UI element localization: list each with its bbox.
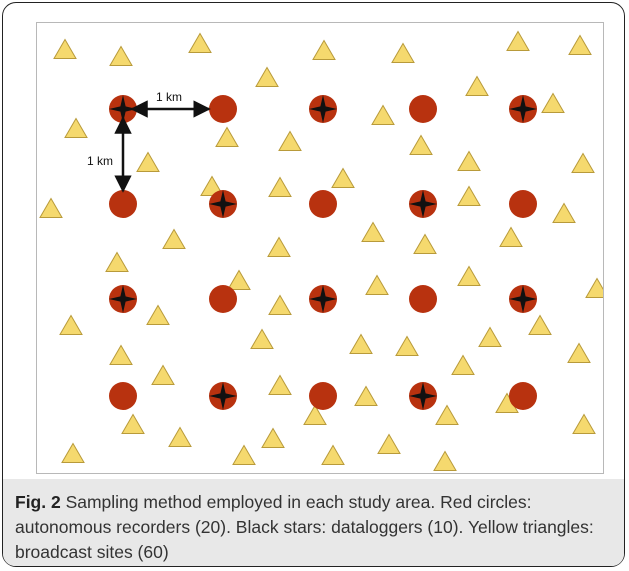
broadcast-site-triangle	[232, 444, 256, 465]
datalogger-star	[309, 95, 337, 123]
broadcast-site-triangle	[331, 167, 355, 188]
broadcast-site-triangle	[349, 333, 373, 354]
broadcast-site-triangle	[151, 364, 175, 385]
broadcast-site-triangle	[53, 38, 77, 59]
autonomous-recorder-circle	[109, 190, 137, 218]
broadcast-site-triangle	[457, 265, 481, 286]
broadcast-site-triangle	[377, 433, 401, 454]
recorders-layer	[109, 95, 537, 410]
broadcast-site-triangle	[465, 75, 489, 96]
autonomous-recorder-circle	[409, 285, 437, 313]
broadcast-site-triangle	[395, 335, 419, 356]
broadcast-site-triangle	[268, 374, 292, 395]
broadcast-site-triangle	[391, 42, 415, 63]
broadcast-site-triangle	[312, 39, 336, 60]
datalogger-star	[109, 285, 137, 313]
broadcast-site-triangle	[552, 202, 576, 223]
datalogger-star	[209, 382, 237, 410]
autonomous-recorder-circle	[509, 382, 537, 410]
datalogger-star	[509, 95, 537, 123]
broadcast-site-triangle	[585, 277, 603, 298]
broadcast-site-triangle	[303, 404, 327, 425]
broadcast-site-triangle	[457, 185, 481, 206]
broadcast-site-triangle	[433, 450, 457, 471]
broadcast-site-triangle	[572, 413, 596, 434]
autonomous-recorder-circle	[309, 382, 337, 410]
datalogger-star	[309, 285, 337, 313]
broadcast-site-triangle	[61, 442, 85, 463]
broadcast-site-triangle	[354, 385, 378, 406]
caption-text: Sampling method employed in each study a…	[15, 492, 594, 562]
broadcast-site-triangle	[109, 45, 133, 66]
broadcast-site-triangle	[457, 150, 481, 171]
figure-caption: Fig. 2 Sampling method employed in each …	[15, 490, 615, 565]
datalogger-star	[109, 95, 137, 123]
autonomous-recorder-circle	[409, 95, 437, 123]
broadcast-site-triangle	[278, 130, 302, 151]
broadcast-site-triangle	[105, 251, 129, 272]
broadcast-site-triangle	[121, 413, 145, 434]
broadcast-site-triangle	[109, 344, 133, 365]
broadcast-site-triangle	[321, 444, 345, 465]
broadcast-site-triangle	[59, 314, 83, 335]
vertical-scale-label: 1 km	[87, 154, 113, 168]
datalogger-star	[409, 382, 437, 410]
sampling-grid-diagram: 1 km 1 km	[39, 30, 603, 471]
broadcast-site-triangle	[250, 328, 274, 349]
broadcast-site-triangle	[371, 104, 395, 125]
horizontal-scale-label: 1 km	[156, 90, 182, 104]
broadcast-site-triangle	[528, 314, 552, 335]
autonomous-recorder-circle	[209, 285, 237, 313]
broadcast-site-triangle	[571, 152, 595, 173]
autonomous-recorder-circle	[109, 382, 137, 410]
autonomous-recorder-circle	[209, 95, 237, 123]
broadcast-site-triangle	[451, 354, 475, 375]
broadcast-site-triangle	[478, 326, 502, 347]
study-area-map: 1 km 1 km	[36, 22, 604, 474]
broadcast-site-triangle	[435, 404, 459, 425]
broadcast-site-triangle	[188, 32, 212, 53]
broadcast-site-triangle	[64, 117, 88, 138]
datalogger-star	[209, 190, 237, 218]
broadcast-site-triangle	[215, 126, 239, 147]
broadcast-site-triangle	[409, 134, 433, 155]
broadcast-site-triangle	[255, 66, 279, 87]
broadcast-site-triangle	[267, 236, 291, 257]
caption-background	[3, 479, 624, 566]
broadcast-site-triangle	[567, 342, 591, 363]
broadcast-site-triangle	[146, 304, 170, 325]
figure-label: Fig. 2	[15, 492, 61, 512]
broadcast-site-triangle	[365, 274, 389, 295]
broadcast-site-triangle	[499, 226, 523, 247]
broadcast-site-triangle	[361, 221, 385, 242]
broadcast-site-triangle	[541, 92, 565, 113]
datalogger-star	[409, 190, 437, 218]
broadcast-site-triangle	[136, 151, 160, 172]
broadcast-site-triangle	[39, 197, 63, 218]
dataloggers-layer	[109, 95, 537, 410]
broadcast-site-triangle	[268, 294, 292, 315]
broadcast-site-triangle	[168, 426, 192, 447]
scale-indicator: 1 km 1 km	[87, 90, 211, 193]
broadcast-site-triangle	[261, 427, 285, 448]
broadcast-site-triangle	[568, 34, 592, 55]
broadcast-site-triangle	[268, 176, 292, 197]
broadcast-site-triangle	[413, 233, 437, 254]
broadcast-site-triangle	[506, 30, 530, 51]
autonomous-recorder-circle	[309, 190, 337, 218]
datalogger-star	[509, 285, 537, 313]
autonomous-recorder-circle	[509, 190, 537, 218]
broadcast-site-triangle	[227, 269, 251, 290]
broadcast-sites-layer	[39, 30, 603, 471]
broadcast-site-triangle	[162, 228, 186, 249]
